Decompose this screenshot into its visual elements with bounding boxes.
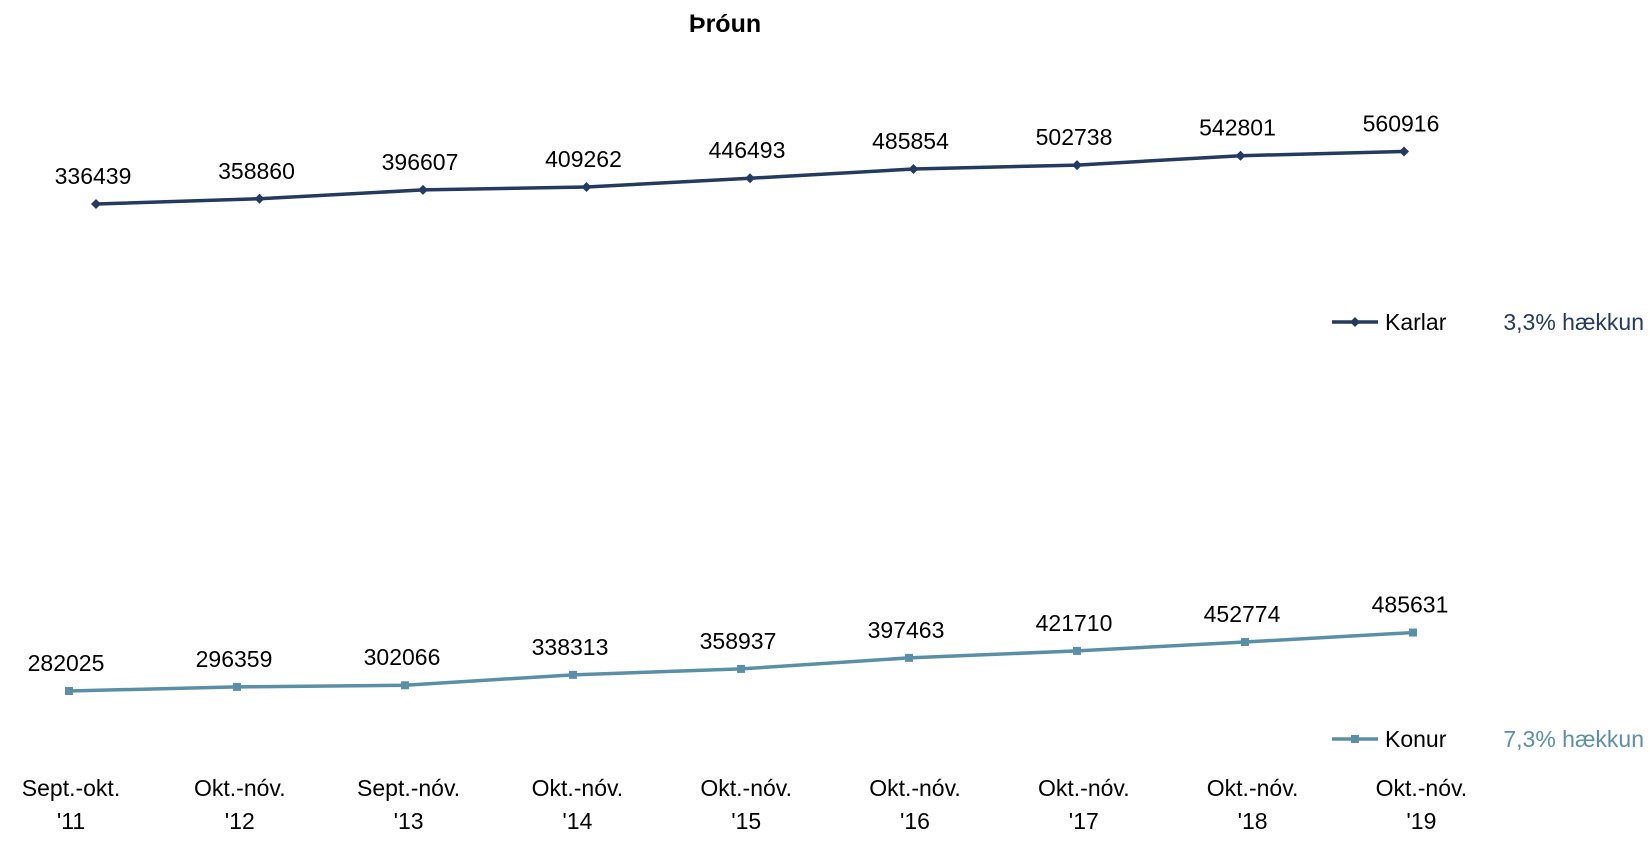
data-point (254, 193, 265, 204)
category-axis: Sept.-okt. '11 Okt.-nóv. '12 Sept.-nóv. '13 Ok… (22, 775, 1467, 834)
data-label: 396607 (382, 149, 459, 175)
data-point (1235, 150, 1246, 161)
series-konur: 282025 296359 302066 338313 358937 397463 4217… (28, 592, 1449, 695)
legend-label: Karlar (1385, 309, 1447, 335)
data-label: 282025 (28, 650, 105, 676)
legend-marker (1351, 735, 1359, 743)
data-label: 560916 (1363, 110, 1440, 136)
data-point (65, 687, 73, 695)
data-label: 338313 (532, 634, 609, 660)
category-label: '18 (1238, 808, 1268, 834)
data-point (569, 670, 577, 679)
data-point (1072, 160, 1082, 171)
data-label: 485631 (1372, 592, 1449, 618)
category-label: '13 (394, 808, 424, 834)
data-point (91, 199, 101, 209)
data-label: 296359 (196, 646, 273, 672)
category-label: Sept.-nóv. (357, 775, 460, 801)
data-point (418, 184, 428, 195)
data-label: 397463 (868, 617, 945, 643)
data-point (737, 664, 745, 673)
data-point (1409, 628, 1417, 637)
category-label: Okt.-nóv. (532, 775, 624, 801)
series-karlar: 336439 358860 396607 409262 446493 485854 5027… (55, 110, 1440, 209)
data-point (1241, 637, 1249, 646)
legend-label: Konur (1385, 726, 1447, 752)
data-point (401, 681, 409, 690)
category-label: '19 (1406, 808, 1436, 834)
data-label: 502738 (1036, 124, 1113, 150)
category-label: Okt.-nóv. (700, 775, 792, 801)
category-label: '16 (900, 808, 930, 834)
legend-note: 7,3% hækkun (1503, 726, 1644, 752)
data-label: 336439 (55, 163, 132, 189)
legend-note: 3,3% hækkun (1503, 309, 1644, 335)
data-label: 446493 (709, 137, 786, 163)
data-label: 302066 (364, 644, 441, 670)
series-layer: 336439 358860 396607 409262 446493 485854 5027… (28, 110, 1449, 695)
data-label: 452774 (1204, 601, 1281, 627)
category-label: Okt.-nóv. (194, 775, 286, 801)
data-label: 542801 (1199, 115, 1276, 141)
chart-title: Þróun (689, 10, 761, 38)
category-label: Okt.-nóv. (1376, 775, 1468, 801)
category-label: Okt.-nóv. (869, 775, 961, 801)
legend-item-konur: Konur 7,3% hækkun (1332, 726, 1644, 752)
data-label: 485854 (872, 128, 949, 154)
category-label: '14 (562, 808, 592, 834)
legend-item-karlar: Karlar 3,3% hækkun (1332, 309, 1644, 335)
legend-marker (1350, 317, 1360, 327)
category-label: '12 (225, 808, 255, 834)
category-label: '11 (57, 808, 85, 834)
data-label: 409262 (545, 146, 622, 172)
data-point (581, 181, 592, 192)
data-point (1399, 146, 1409, 157)
category-label: '17 (1069, 808, 1099, 834)
data-label: 358860 (218, 158, 295, 184)
data-point (233, 682, 241, 691)
data-label: 358937 (700, 628, 777, 654)
data-point (745, 173, 755, 184)
category-label: Okt.-nóv. (1038, 775, 1130, 801)
category-label: Sept.-okt. (22, 775, 120, 801)
data-point (905, 653, 913, 662)
data-label: 421710 (1036, 610, 1113, 636)
category-label: '15 (731, 808, 761, 834)
legend: Karlar 3,3% hækkun Konur 7,3% hækkun (1332, 309, 1644, 752)
category-label: Okt.-nóv. (1207, 775, 1299, 801)
data-point (908, 164, 919, 175)
data-point (1073, 646, 1081, 655)
